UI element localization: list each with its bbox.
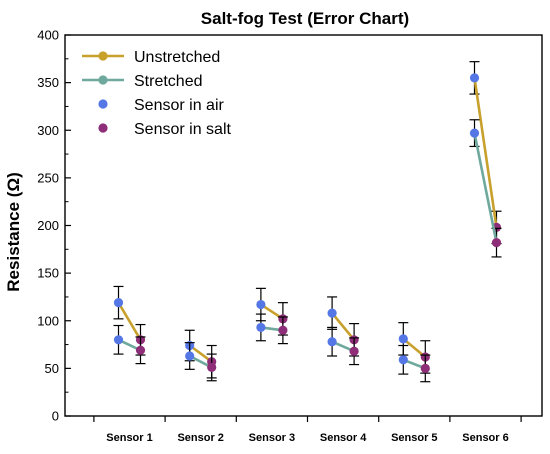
data-point-air	[256, 299, 266, 310]
series-layer	[113, 61, 502, 383]
data-point-salt	[207, 362, 217, 373]
y-tick-label: 0	[52, 409, 59, 424]
data-point-salt	[491, 238, 502, 248]
legend-marker-3	[98, 99, 108, 109]
data-point-air	[327, 337, 337, 347]
data-point-air	[469, 73, 480, 83]
chart-title: Salt-fog Test (Error Chart)	[201, 9, 409, 28]
legend-label-2: Stretched	[134, 73, 202, 90]
data-point-air	[185, 351, 195, 361]
legend-marker-2	[98, 75, 108, 85]
y-tick-label: 50	[45, 361, 59, 376]
series-line	[473, 77, 498, 228]
plot-frame	[64, 34, 543, 417]
legend: Unstretched Stretched Sensor in air Sensor …	[82, 49, 231, 138]
y-tick-label: 250	[37, 170, 59, 185]
data-point-air	[113, 335, 124, 345]
data-point-air	[469, 128, 480, 138]
data-point-air	[113, 298, 124, 308]
x-tick-label: Sensor 5	[391, 432, 437, 444]
legend-marker-4	[98, 123, 108, 133]
series-line	[473, 132, 498, 243]
data-point-salt	[420, 363, 430, 373]
legend-marker-1	[98, 51, 108, 61]
y-axis-label: Resistance (Ω)	[4, 172, 23, 291]
y-tick-label: 400	[37, 28, 59, 43]
y-tick-label: 200	[37, 218, 59, 233]
data-point-salt	[278, 325, 288, 335]
series-line	[331, 312, 356, 341]
legend-label-4: Sensor in salt	[134, 121, 231, 138]
y-tick-label: 300	[37, 123, 59, 138]
x-tick-label: Sensor 6	[462, 432, 508, 444]
data-point-air	[398, 355, 408, 365]
data-point-air	[256, 322, 266, 333]
y-tick-label: 150	[37, 266, 59, 281]
x-tick-label: Sensor 1	[106, 432, 152, 444]
data-point-salt	[135, 345, 146, 355]
series-stretched	[113, 119, 502, 383]
y-tick-label: 100	[37, 313, 59, 328]
data-point-air	[327, 308, 337, 318]
data-point-salt	[349, 346, 359, 356]
legend-label-3: Sensor in air	[134, 97, 224, 114]
axes: 0 50 100 150 200 250 300 350 400 Sensor 1 Sensor 2…	[37, 28, 522, 444]
series-line	[117, 301, 142, 341]
y-tick-label: 350	[37, 75, 59, 90]
x-tick-label: Sensor 2	[177, 432, 223, 444]
legend-label-1: Unstretched	[134, 49, 220, 66]
x-tick-label: Sensor 3	[249, 432, 295, 444]
x-tick-label: Sensor 4	[320, 432, 367, 444]
data-point-air	[398, 334, 408, 344]
series-line	[402, 337, 427, 358]
